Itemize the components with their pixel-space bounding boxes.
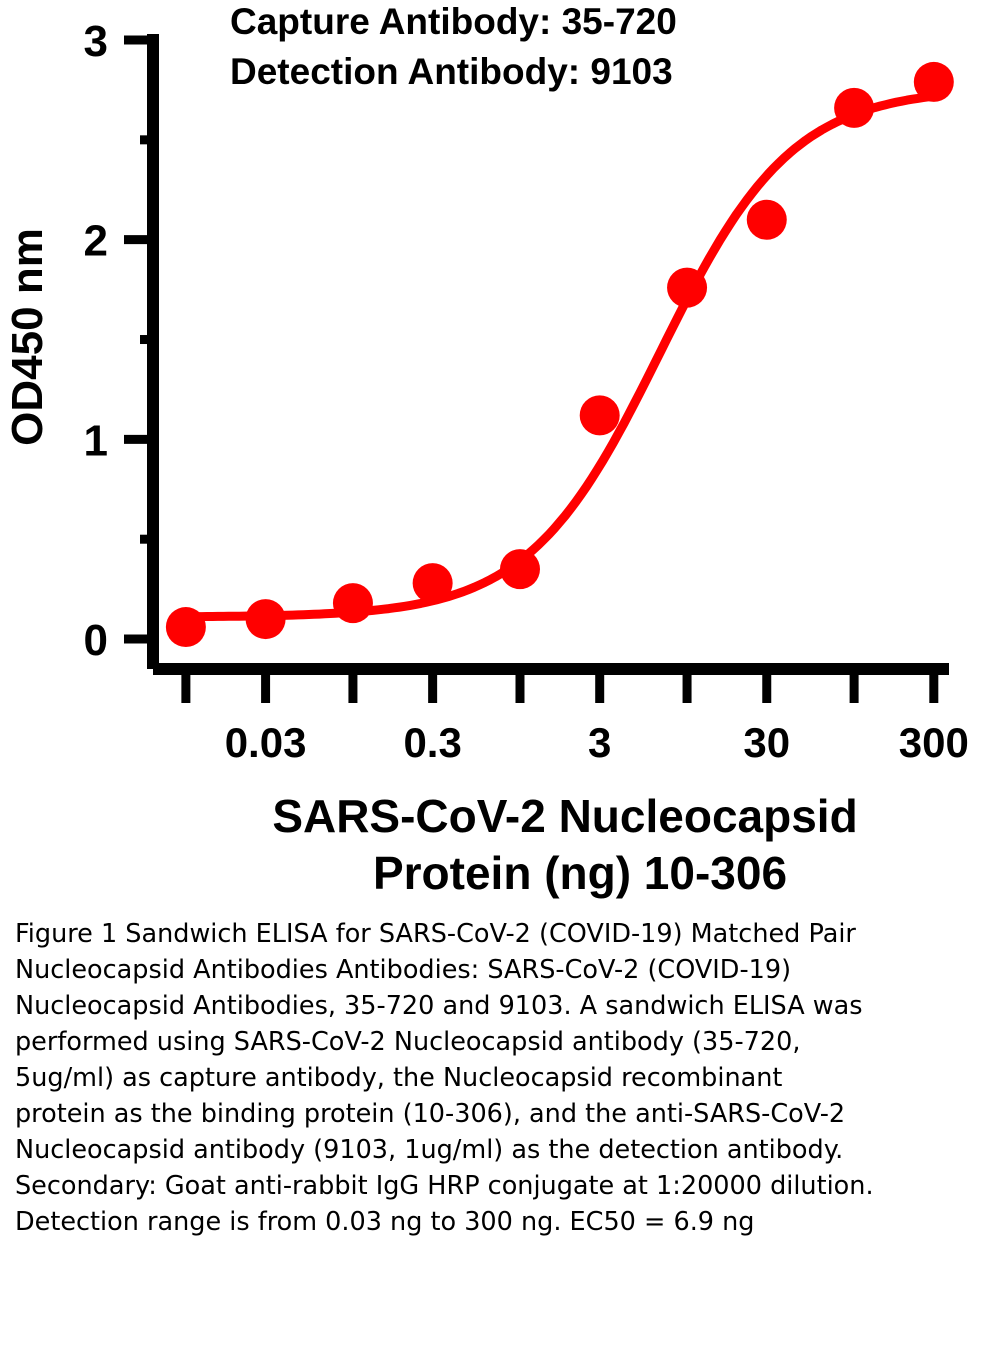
x-tick-label: 30 [743,719,790,766]
y-tick-label: 1 [84,416,108,465]
elisa-chart: 0 1 2 3 0.03 0.3 3 30 300 Capture Antibody: 35-7… [3,1,969,899]
data-point [412,563,453,604]
y-tick-label: 3 [84,17,108,66]
figure-caption: Figure 1 Sandwich ELISA for SARS-CoV-2 (… [15,919,882,1237]
data-point [667,267,708,308]
chart-ticks: 0 1 2 3 0.03 0.3 3 30 300 [84,17,969,766]
fit-curve-group [181,91,939,622]
annotation-capture: Capture Antibody: 35-720 [230,1,677,42]
x-axis-label-line2: Protein (ng) 10-306 [373,847,787,899]
fit-curve [181,91,939,622]
data-point [165,607,206,648]
data-point [746,199,787,240]
y-axis-label: OD450 nm [3,228,52,446]
data-point [499,549,540,590]
x-tick-label: 3 [588,719,611,766]
x-tick-label: 0.03 [225,719,307,766]
y-tick-label: 0 [84,616,108,665]
data-point [245,599,286,640]
data-point [834,87,875,128]
annotation-detection: Detection Antibody: 9103 [230,51,673,92]
x-axis-label-line1: SARS-CoV-2 Nucleocapsid [272,790,857,842]
x-tick-label: 300 [899,719,969,766]
data-points [165,61,954,648]
y-tick-label: 2 [84,217,108,266]
x-tick-label: 0.3 [403,719,461,766]
data-point [332,583,373,624]
data-point [913,61,954,102]
data-point [579,395,620,436]
